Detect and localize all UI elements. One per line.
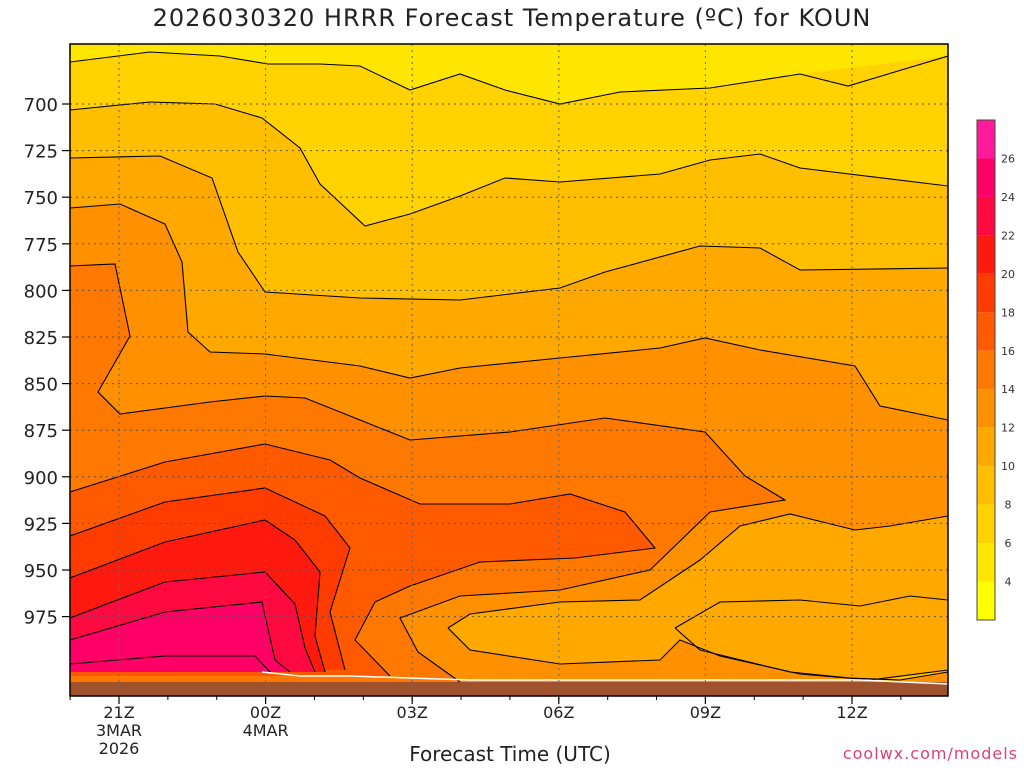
colorbar-segment	[977, 466, 995, 505]
band-24-plus	[70, 602, 290, 672]
isotherm-8-upper	[70, 101, 948, 227]
colorbar-segment	[977, 389, 995, 428]
y-tick-label: 875	[24, 421, 58, 442]
isotherm-14	[70, 443, 657, 677]
plot-frame	[69, 43, 949, 697]
contour-label: 10	[110, 147, 125, 161]
y-tick-label: 950	[24, 561, 58, 582]
colorbar-segment	[977, 235, 995, 274]
colorbar-label: 8	[1005, 499, 1012, 512]
colorbar-segment	[977, 273, 995, 313]
colorbar-segment	[977, 312, 995, 351]
y-tick-label: 850	[24, 375, 58, 396]
x-tick-year: 2026	[99, 739, 140, 758]
isotherm-8-lower	[70, 155, 948, 301]
x-tick-label: 03Z	[397, 703, 428, 722]
x-tick-label: 21Z	[103, 703, 134, 722]
x-tick-label: 09Z	[690, 703, 721, 722]
isotherm-12-lobe	[447, 513, 948, 681]
contour-label: 10	[745, 587, 760, 601]
colorbar-label: 14	[1001, 383, 1015, 396]
isotherm-6	[70, 51, 948, 105]
isotherm-22	[70, 601, 291, 673]
colorbar-label: 18	[1001, 306, 1015, 319]
isotherm-16	[70, 487, 351, 671]
contour-lines	[70, 51, 948, 683]
y-tick-label: 700	[24, 95, 58, 116]
x-tick-label: 12Z	[836, 703, 867, 722]
y-tick-label: 775	[24, 235, 58, 256]
y-tick-label: 800	[24, 281, 58, 302]
isotherm-12	[70, 263, 787, 683]
isotherm-24	[70, 655, 271, 673]
x-tick-date: 3MAR	[96, 721, 142, 740]
colorbar-segment	[977, 120, 995, 159]
y-tick-label: 975	[24, 608, 58, 629]
contour-label: 10	[354, 292, 369, 306]
contour-label: 8	[504, 169, 512, 183]
colorbar-label: 12	[1001, 422, 1015, 435]
colorbar-segment	[977, 581, 995, 620]
colorbar-segment	[977, 427, 995, 467]
y-tick-label: 925	[24, 514, 58, 535]
y-tick-label: 750	[24, 188, 58, 209]
isotherm-20	[70, 571, 316, 673]
colorbar-label: 20	[1001, 268, 1015, 281]
ground-edge	[261, 671, 948, 685]
colorbar-segment	[977, 196, 995, 236]
band-4-6	[70, 44, 948, 104]
colorbar-label: 6	[1005, 537, 1012, 550]
contour-label: 10	[696, 240, 711, 254]
colorbar: 4 6 8 10 12 14 16 18 20 22 24 26	[976, 119, 1015, 621]
y-axis: 700 725 750 775 800 825 850 875 900 925 950 975	[24, 95, 70, 629]
x-axis-label: Forecast Time (UTC)	[409, 742, 611, 766]
x-tick-label: 00Z	[250, 703, 281, 722]
colorbar-segment	[977, 350, 995, 390]
contour-label: 16	[453, 495, 468, 509]
x-tick-date: 4MAR	[243, 721, 289, 740]
colorbar-label: 4	[1005, 576, 1012, 589]
chart-title: 2026030320 HRRR Forecast Temperature (ºC…	[152, 4, 872, 32]
x-tick-label: 06Z	[543, 703, 574, 722]
y-tick-label: 900	[24, 468, 58, 489]
isotherm-10	[70, 203, 948, 421]
colorbar-segment	[977, 543, 995, 582]
ground	[70, 682, 948, 696]
contour-label: 6	[652, 83, 660, 97]
gridlines	[70, 44, 948, 696]
colorbar-label: 22	[1001, 229, 1015, 242]
colorbar-segment	[977, 504, 995, 544]
colorbar-frame	[976, 119, 996, 621]
contour-label: 14	[453, 576, 468, 590]
colorbar-segment	[977, 158, 995, 197]
colorbar-label: 16	[1001, 345, 1015, 358]
temperature-field: 6 8 8 8 10 10 10 10 14 16 20 16 14 10	[70, 44, 948, 696]
source-credit: coolwx.com/models	[842, 744, 1018, 763]
isotherm-18	[70, 519, 326, 673]
y-tick-label: 725	[24, 142, 58, 163]
lower-lobe-12	[448, 514, 948, 680]
y-tick-label: 825	[24, 328, 58, 349]
contour-label: 20	[257, 522, 272, 536]
colorbar-label: 24	[1001, 191, 1015, 204]
contour-label: 14	[257, 392, 272, 406]
contour-label: 16	[355, 573, 370, 587]
colorbar-label: 10	[1001, 460, 1015, 473]
colorbar-label: 26	[1001, 152, 1015, 165]
